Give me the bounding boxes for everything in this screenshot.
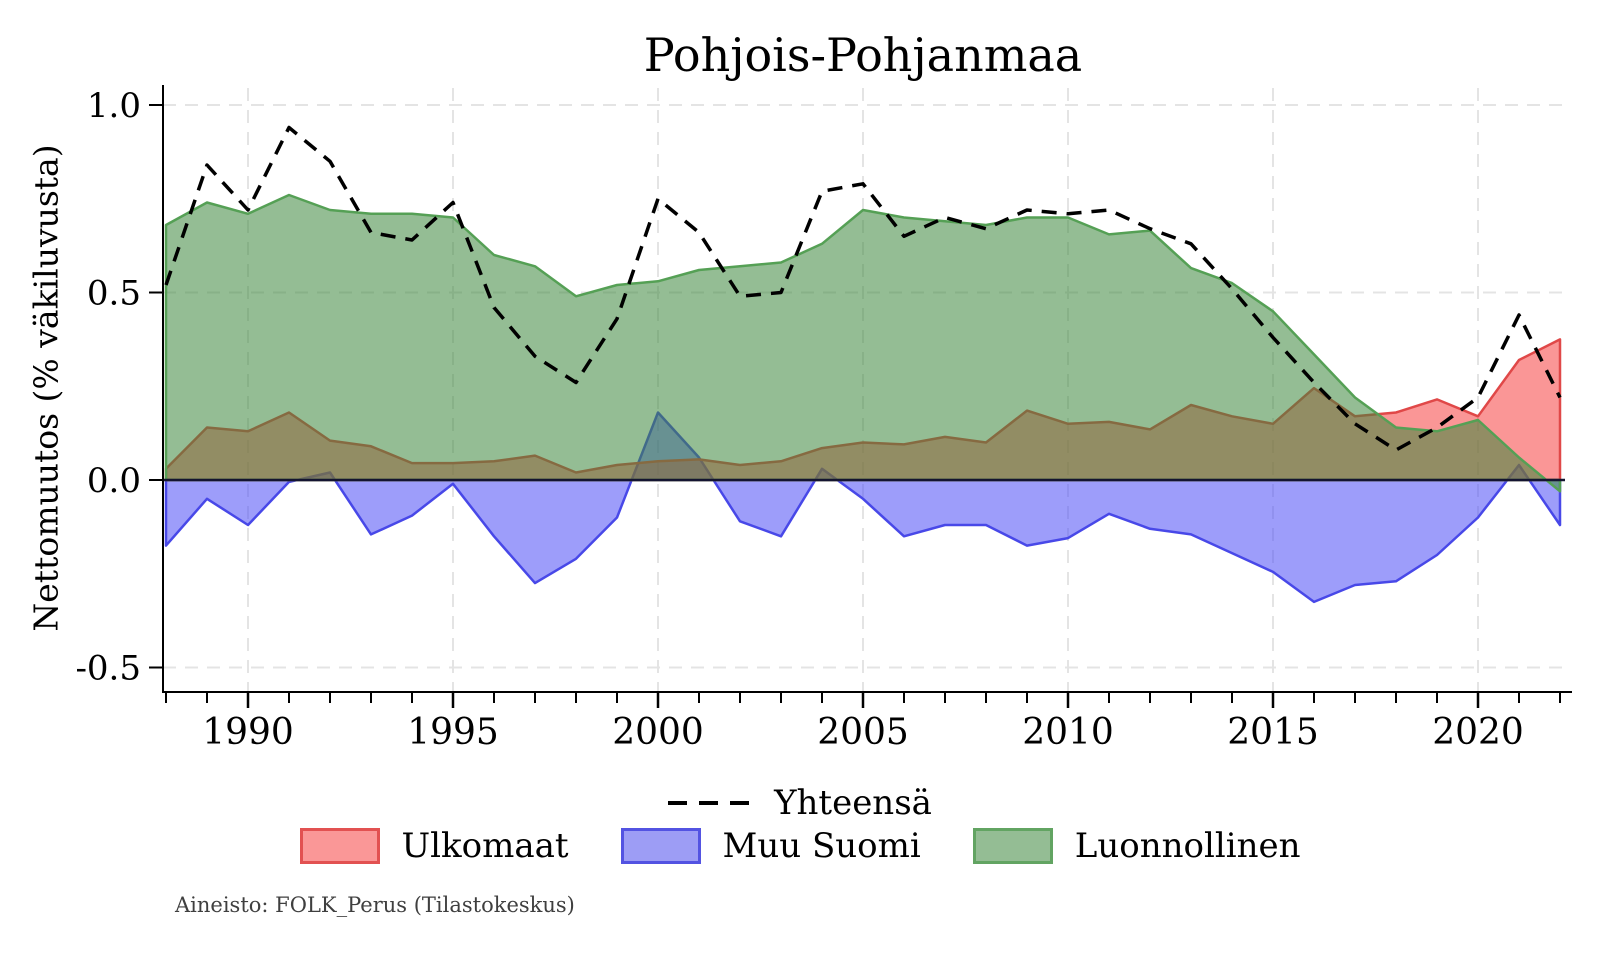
total-dashed-line	[164, 125, 1562, 452]
y-tick-label: 0.5	[87, 273, 141, 313]
source-note: Aineisto: FOLK_Perus (Tilastokeskus)	[175, 893, 575, 917]
x-tick-label: 2015	[1227, 712, 1319, 753]
y-tick-label: 0.0	[87, 461, 141, 501]
green-swatch-icon	[972, 828, 1053, 865]
area-muu-suomi	[164, 411, 1562, 604]
x-tick-label: 2010	[1022, 712, 1114, 753]
legend-entry-muu-suomi: Muu Suomi	[620, 826, 921, 867]
legend-entry-ulkomaat: Ulkomaat	[299, 826, 569, 867]
x-tick-label: 1995	[407, 712, 499, 753]
legend-label-total: Yhteensä	[774, 783, 932, 823]
legend-label-luonnollinen: Luonnollinen	[1074, 826, 1301, 866]
x-tick-label: 2020	[1432, 712, 1524, 753]
red-swatch-icon	[299, 828, 380, 865]
legend-label-muu-suomi: Muu Suomi	[722, 826, 921, 866]
legend-row-areas: Ulkomaat Muu Suomi Luonnollinen	[0, 826, 1600, 867]
dashed-line-legend-icon	[668, 801, 751, 806]
y-axis-label: Nettomuutos (% väkiluvusta)	[26, 144, 66, 632]
x-tick-label: 2005	[817, 712, 909, 753]
x-tick-label: 1990	[202, 712, 294, 753]
blue-swatch-icon	[620, 828, 701, 865]
chart-title: Pohjois-Pohjanmaa	[643, 28, 1083, 82]
x-tick-label: 2000	[612, 712, 704, 753]
legend-row-total: Yhteensä	[0, 783, 1600, 824]
area-luonnollinen	[164, 193, 1562, 493]
legend-entry-luonnollinen: Luonnollinen	[972, 826, 1301, 867]
y-tick-label: -0.5	[75, 648, 141, 688]
y-tick-label: 1.0	[87, 86, 141, 126]
legend-label-ulkomaat: Ulkomaat	[401, 826, 569, 866]
